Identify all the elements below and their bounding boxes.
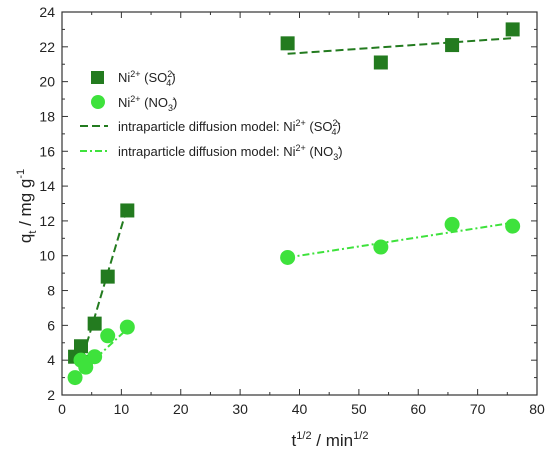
x-tick-label: 20 <box>173 401 189 417</box>
y-tick-label: 16 <box>39 143 55 159</box>
x-tick-label: 70 <box>470 401 486 417</box>
y-tick-label: 8 <box>47 283 55 299</box>
data-point-square <box>505 22 520 37</box>
fit-line-so4 <box>287 37 514 55</box>
x-tick-label: 30 <box>232 401 248 417</box>
y-tick-label: 22 <box>39 39 55 55</box>
legend-marker-circle <box>91 95 105 109</box>
y-tick-label: 2 <box>47 387 55 403</box>
data-point-square <box>373 55 388 70</box>
legend-entry-no3: Ni2+ (NO3)- <box>91 94 177 113</box>
legend-label-fit-so4: intraparticle diffusion model: Ni2+ (SO2… <box>118 118 341 137</box>
y-axis-title: qt / mg g-1 <box>15 169 39 243</box>
x-tick-label: 10 <box>114 401 130 417</box>
data-point-square <box>280 36 295 51</box>
data-point-circle <box>87 349 103 365</box>
fit-lines <box>74 37 514 379</box>
legend-label-fit-no3: intraparticle diffusion model: Ni2+ (NO3… <box>118 143 343 162</box>
y-tick-label: 12 <box>39 213 55 229</box>
x-tick-label: 60 <box>410 401 426 417</box>
data-points <box>67 22 521 386</box>
legend-entry-fit-so4: intraparticle diffusion model: Ni2+ (SO2… <box>80 118 341 137</box>
y-tick-label: 6 <box>47 317 55 333</box>
data-point-circle <box>373 239 389 255</box>
legend-marker-square <box>91 71 104 84</box>
x-tick-label: 40 <box>292 401 308 417</box>
data-point-circle <box>505 218 521 234</box>
x-tick-label: 80 <box>529 401 545 417</box>
data-point-circle <box>119 319 135 335</box>
y-tick-label: 24 <box>39 4 55 20</box>
legend-entry-fit-no3: intraparticle diffusion model: Ni2+ (NO3… <box>80 143 343 162</box>
y-tick-label: 14 <box>39 178 55 194</box>
y-tick-label: 4 <box>47 352 55 368</box>
fit-line-no3 <box>287 221 514 259</box>
data-point-square <box>445 38 460 53</box>
data-point-circle <box>67 370 83 386</box>
data-point-circle <box>444 216 460 232</box>
data-point-square <box>100 269 115 284</box>
x-axis-title: t1/2 / min1/2 <box>292 430 369 450</box>
legend-entry-so4: Ni2+ (SO2-4) <box>91 69 176 88</box>
legend-label-no3: Ni2+ (NO3)- <box>118 94 177 113</box>
legend: Ni2+ (SO2-4) Ni2+ (NO3)- intraparticle d… <box>80 69 343 162</box>
y-tick-label: 10 <box>39 248 55 264</box>
data-point-circle <box>100 328 116 344</box>
data-point-circle <box>280 249 296 265</box>
data-point-square <box>87 316 102 331</box>
data-point-circle <box>78 359 94 375</box>
data-point-square <box>120 203 135 218</box>
y-tick-label: 18 <box>39 108 55 124</box>
data-point-square <box>74 339 88 354</box>
x-tick-label: 0 <box>58 401 66 417</box>
y-tick-label: 20 <box>39 74 55 90</box>
x-tick-label: 50 <box>351 401 367 417</box>
legend-label-so4: Ni2+ (SO2-4) <box>118 69 176 88</box>
